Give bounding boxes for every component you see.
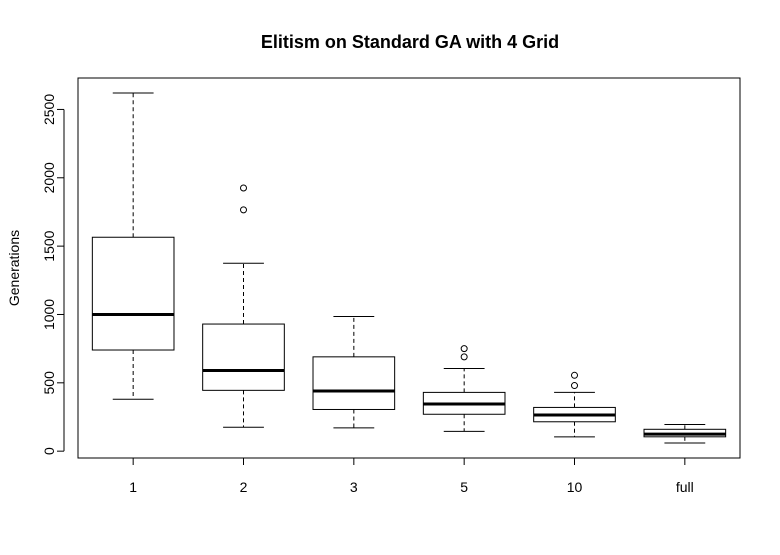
plot-frame (77, 77, 741, 459)
box-iqr (91, 236, 175, 351)
y-tick-label: 2500 (41, 94, 57, 125)
outlier-point (240, 206, 247, 214)
outlier-point (240, 184, 247, 192)
box-iqr (202, 323, 285, 391)
outlier-point (571, 382, 578, 390)
x-tick-label: full (676, 479, 694, 495)
y-axis-label: Generations (6, 230, 22, 306)
x-axis: 1 2 3 5 10 full (129, 457, 694, 495)
outlier-point (571, 371, 578, 379)
y-tick-label: 500 (41, 371, 57, 395)
x-tick-label: 2 (240, 479, 248, 495)
x-tick-label: 10 (567, 479, 583, 495)
y-axis: 0 500 1000 1500 2000 2500 (41, 94, 65, 455)
box-iqr (312, 356, 396, 410)
y-tick-label: 2000 (41, 162, 57, 193)
outlier-point (460, 353, 468, 361)
x-tick-label: 3 (350, 479, 358, 495)
y-tick-label: 0 (41, 447, 57, 455)
outlier-point (460, 345, 468, 353)
y-tick-label: 1500 (41, 230, 57, 261)
chart-title: Elitism on Standard GA with 4 Grid (261, 32, 559, 52)
y-tick-label: 1000 (41, 299, 57, 330)
box-series (91, 92, 727, 444)
x-tick-label: 1 (129, 479, 137, 495)
x-tick-label: 5 (460, 479, 468, 495)
